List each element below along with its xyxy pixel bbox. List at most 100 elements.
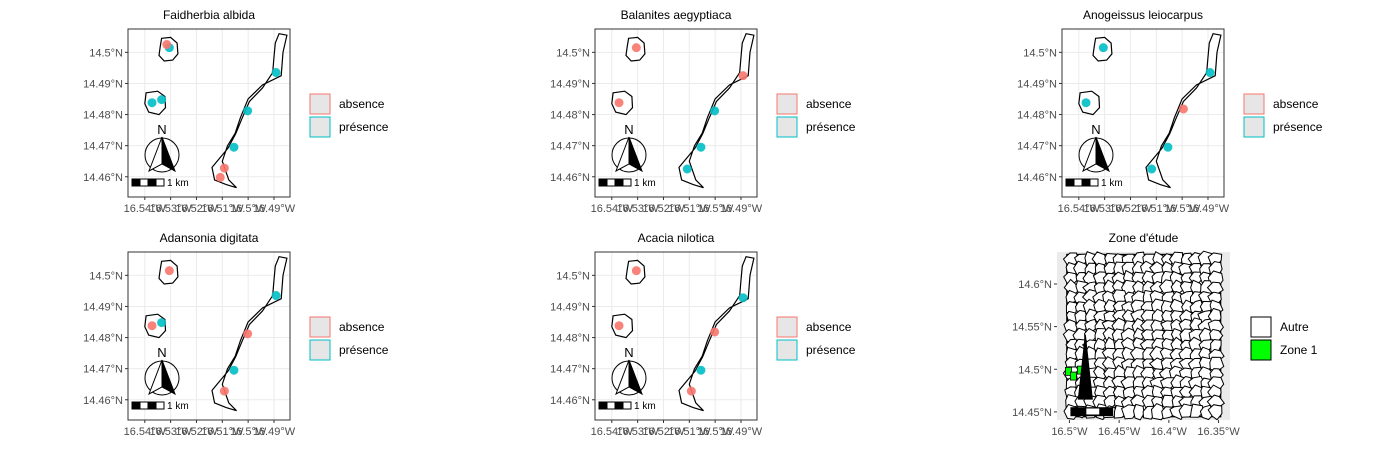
y-tick-label: 14.5°N (1018, 364, 1052, 376)
data-point (710, 106, 720, 116)
scalebar-segment (1081, 178, 1091, 187)
scalebar-segment (1073, 178, 1083, 187)
north-arrow-right (161, 359, 176, 396)
y-tick-label: 14.47°N (1017, 141, 1057, 153)
legend-key-présence (1243, 116, 1265, 138)
y-tick-label: 14.48°N (1017, 110, 1057, 122)
north-arrow (1077, 334, 1093, 400)
x-tick-label: 16.5°W (697, 203, 734, 215)
scalebar-segment (622, 401, 632, 410)
parcel (1207, 404, 1223, 421)
x-tick-label: 16.54°W (124, 426, 167, 438)
scalebar-segment (598, 401, 608, 410)
x-tick-label: 16.49°W (253, 203, 296, 215)
legend-label: absence (339, 320, 385, 334)
data-point (164, 266, 174, 276)
data-point (219, 386, 229, 396)
legend-label: présence (806, 120, 856, 134)
data-point (738, 71, 748, 81)
panel-title: Zone d'étude (1109, 231, 1179, 245)
scalebar-segment (614, 178, 624, 187)
x-tick-label: 16.51°W (668, 203, 711, 215)
data-point (1098, 43, 1108, 53)
north-arrow-right (628, 359, 643, 396)
legend-label: présence (339, 120, 389, 134)
site-polygon (211, 33, 288, 189)
y-tick-label: 14.48°N (550, 333, 590, 345)
x-tick-label: 16.49°W (1187, 203, 1230, 215)
data-point (614, 321, 624, 331)
y-tick-label: 14.49°N (550, 301, 590, 313)
y-tick-label: 14.46°N (550, 395, 590, 407)
scalebar-label: 1 km (167, 401, 189, 412)
x-tick-label: 16.51°W (1135, 203, 1178, 215)
plot-border (594, 251, 758, 421)
scalebar-segment (1065, 178, 1075, 187)
legend-key-absence (776, 316, 798, 338)
data-point (1163, 142, 1173, 152)
y-tick-label: 14.47°N (550, 141, 590, 153)
y-tick-label: 14.5°N (89, 47, 123, 59)
scalebar-segment (139, 178, 149, 187)
x-tick-label: 16.54°W (591, 426, 634, 438)
panel-1: N 1 km Balanites aegyptiaca 14.5°N 14.49°N 14… (550, 8, 856, 215)
x-tick-label: 16.54°W (591, 203, 634, 215)
data-point (157, 318, 167, 328)
plot-border (1061, 28, 1225, 198)
x-tick-label: 16.53°W (149, 203, 192, 215)
x-tick-label: 16.5°W (1051, 426, 1088, 438)
data-point (229, 142, 239, 152)
legend-label: présence (1273, 120, 1323, 134)
y-tick-label: 14.47°N (83, 364, 123, 376)
north-arrow-label: N (624, 122, 633, 137)
y-tick-label: 14.47°N (83, 141, 123, 153)
y-tick-label: 14.46°N (1017, 172, 1057, 184)
panel-title: Balanites aegyptiaca (621, 8, 732, 22)
x-tick-label: 16.51°W (668, 426, 711, 438)
legend-label: absence (806, 97, 852, 111)
scalebar-segment (131, 401, 141, 410)
y-tick-label: 14.5°N (1023, 47, 1057, 59)
data-point (162, 40, 172, 50)
scalebar-segment (139, 401, 149, 410)
scalebar-segment (155, 401, 165, 410)
north-arrow-label: N (1091, 122, 1100, 137)
data-point (229, 365, 239, 375)
data-point (682, 164, 692, 174)
x-tick-label: 16.53°W (149, 426, 192, 438)
data-point (1081, 98, 1091, 108)
scalebar-segment (1089, 178, 1099, 187)
y-tick-label: 14.47°N (550, 364, 590, 376)
data-point (614, 98, 624, 108)
north-arrow-right (1095, 136, 1110, 173)
x-tick-label: 16.35°W (1197, 426, 1240, 438)
data-point (710, 327, 720, 337)
x-tick-label: 16.5°W (1164, 203, 1201, 215)
legend-key-présence (776, 116, 798, 138)
y-tick-label: 14.46°N (550, 172, 590, 184)
scalebar-segment (622, 178, 632, 187)
x-tick-label: 16.54°W (1058, 203, 1101, 215)
parcel (1132, 403, 1145, 421)
x-tick-label: 16.51°W (201, 426, 244, 438)
scalebar-label: 1 km (634, 178, 656, 189)
data-point (215, 172, 225, 182)
legend-key-autre (1250, 316, 1272, 338)
scalebar-segment (598, 178, 608, 187)
legend-key-présence (776, 339, 798, 361)
y-tick-label: 14.46°N (83, 172, 123, 184)
y-tick-label: 14.5°N (556, 47, 590, 59)
panel-2: N 1 km Anogeissus leiocarpus 14.5°N 14.49°N 1… (1017, 8, 1323, 215)
x-tick-label: 16.4°W (1151, 426, 1188, 438)
study-zone (1070, 371, 1077, 381)
x-tick-label: 16.49°W (253, 426, 296, 438)
x-tick-label: 16.53°W (1083, 203, 1126, 215)
scalebar-label: 1 km (1101, 178, 1123, 189)
legend-label: absence (1273, 97, 1319, 111)
data-point (696, 365, 706, 375)
panel-title: Anogeissus leiocarpus (1083, 8, 1203, 22)
data-point (157, 95, 167, 105)
scalebar-light (1086, 408, 1100, 415)
scalebar-segment (147, 401, 157, 410)
